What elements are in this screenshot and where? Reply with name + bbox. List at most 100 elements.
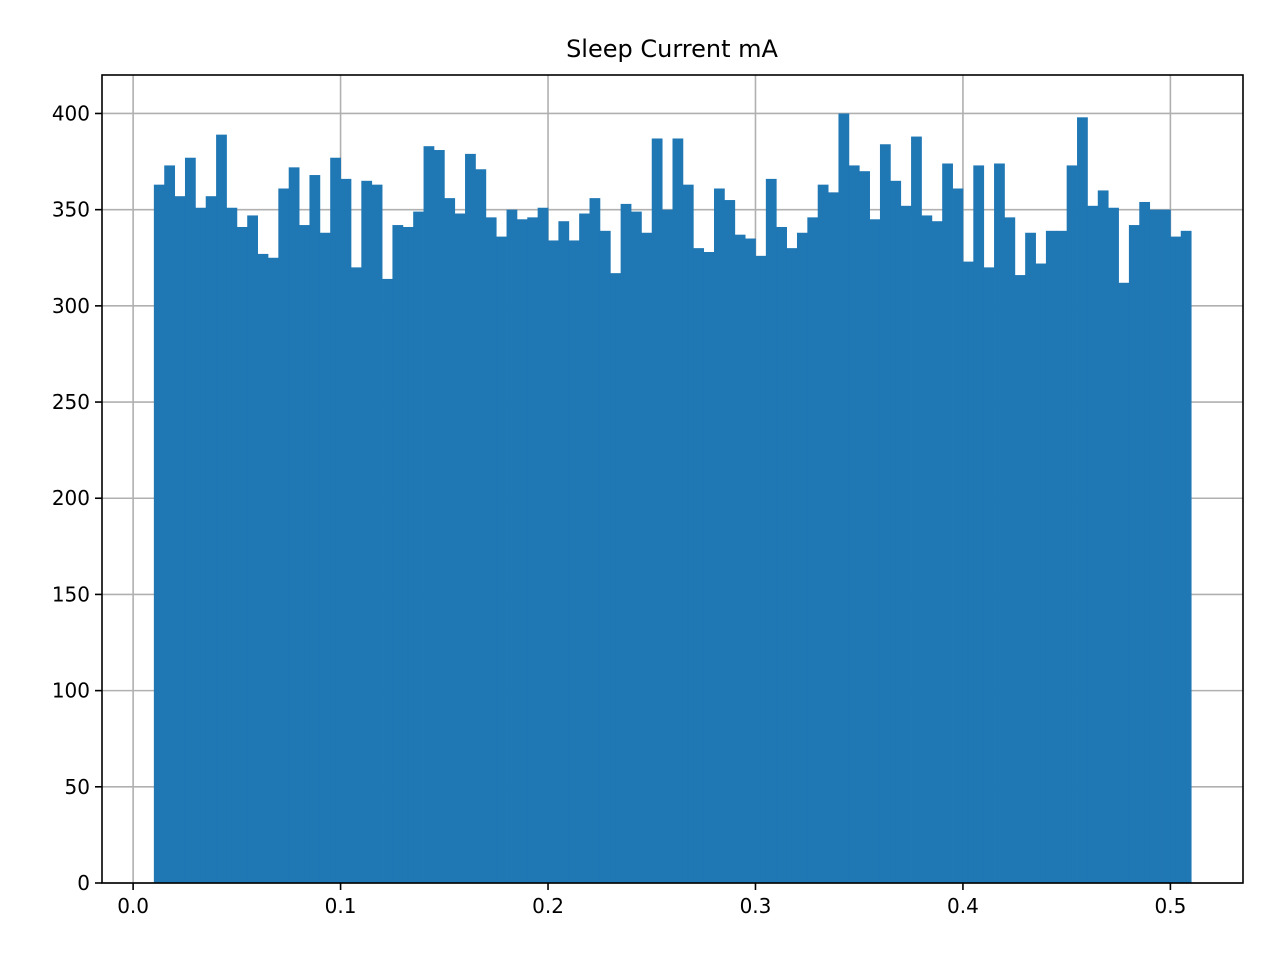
x-tick-label: 0.2 [532,894,564,918]
y-tick-label: 100 [52,679,90,703]
histogram-bar [485,217,497,883]
histogram-bar [392,225,404,884]
histogram-bar [610,273,622,884]
histogram-bar [153,184,165,883]
y-tick-label: 150 [52,582,90,606]
histogram-bar [496,236,507,884]
histogram-bar [745,238,756,883]
histogram-bars [153,113,1192,884]
histogram-bar [548,240,559,883]
y-tick-label: 200 [52,486,90,510]
histogram-bar [1077,117,1088,884]
histogram-bar [703,251,715,883]
histogram-bar [579,213,590,883]
histogram-bar [796,232,808,883]
histogram-bar [382,278,393,883]
histogram-bar [952,188,964,883]
histogram-bar [911,136,922,884]
histogram-bar [1180,230,1192,884]
y-axis: 0 50 100 150 200 250 300 350 400 [52,101,102,895]
histogram-bar [1128,225,1140,884]
histogram-bar [1025,232,1036,883]
histogram-bar [174,196,186,883]
histogram-bar [184,157,196,883]
y-tick-label: 300 [52,294,90,318]
histogram-bar [423,146,435,883]
histogram-bar [755,255,767,884]
histogram-bar [330,157,341,883]
histogram-bar [620,203,632,883]
histogram-bar [765,178,777,883]
histogram-bar [817,184,829,883]
histogram-bar [319,232,331,883]
histogram-bar [1139,201,1151,883]
histogram-bar [931,221,943,883]
histogram-bar [454,213,466,883]
histogram-bar [859,171,870,883]
histogram-bar [309,175,321,884]
histogram-bar [672,138,684,883]
histogram-bar [568,240,580,883]
histogram-bar [786,248,798,884]
chart-title: Sleep Current mA [566,35,778,63]
histogram-bar [962,261,974,884]
x-tick-label: 0.4 [947,894,979,918]
histogram-bar [921,215,933,883]
histogram-bar [734,234,746,883]
histogram-bar [1097,190,1109,883]
histogram-bar [879,144,891,883]
histogram-bar [527,217,539,883]
histogram-bar [267,257,279,883]
histogram-bar [848,165,860,883]
histogram-bar [1108,207,1119,883]
y-tick-label: 0 [77,871,90,895]
histogram-bar [1087,205,1099,884]
histogram-bar [465,153,476,883]
histogram-bar [558,221,570,883]
histogram-bar [1118,282,1130,883]
histogram-bar [890,180,902,884]
histogram-bar [216,134,227,884]
histogram-bar [641,232,653,883]
histogram-bar [828,192,839,883]
histogram-bar [973,165,985,883]
histogram-bar [869,219,881,884]
histogram-bar [475,169,487,883]
histogram-bar [1035,263,1047,883]
histogram-bar [288,167,300,884]
histogram-bar [413,211,424,884]
y-tick-label: 50 [65,775,90,799]
histogram-bar [371,184,383,883]
y-tick-label: 400 [52,101,90,125]
histogram-bar [433,150,445,883]
histogram-bar [361,180,373,884]
histogram-bar [807,217,819,883]
histogram-bar [402,226,414,883]
histogram-bar [1004,217,1016,883]
histogram-bar [205,196,217,883]
histogram-bar [226,207,238,883]
plot-frame [101,74,1244,884]
histogram-bar [651,138,663,883]
histogram-bar [713,188,725,883]
histogram-bar [599,230,611,884]
histogram-bar [299,225,310,884]
histogram-bar [724,200,736,884]
x-tick-label: 0.5 [1154,894,1186,918]
histogram-bar [1160,209,1171,883]
x-tick-label: 0.1 [325,894,357,918]
histogram-bar [340,178,352,883]
histogram-bar [278,188,290,883]
histogram-bar [247,215,258,883]
y-tick-label: 250 [52,390,90,414]
histogram-bar [516,219,528,884]
histogram-bar [506,209,518,883]
histogram-bar [589,198,601,884]
histogram-bar [838,113,850,883]
histogram-bar [631,211,642,884]
histogram-bar [1056,230,1068,884]
histogram-bar [257,253,269,883]
histogram-bar [1149,209,1161,883]
histogram-bar [1066,165,1078,883]
